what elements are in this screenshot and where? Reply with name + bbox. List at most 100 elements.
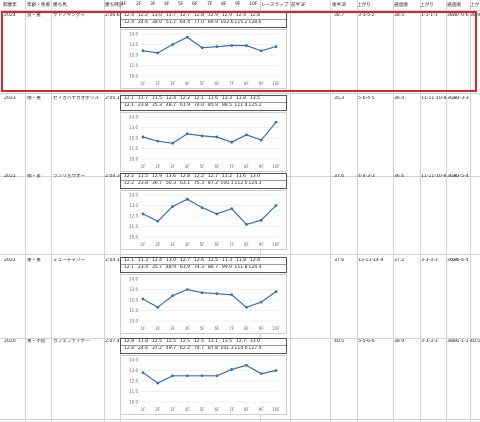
lap-value[interactable]: 13.5 — [221, 339, 233, 344]
last-3f[interactable]: 40.5 — [470, 339, 480, 344]
last-3f[interactable]: 38.5 — [394, 13, 405, 18]
lap-value[interactable]: 13.0 — [249, 339, 261, 344]
lap-value[interactable]: 11.8 — [235, 258, 247, 263]
lap-value[interactable]: 12.6 — [193, 258, 205, 263]
passing-order[interactable]: 3-3-3-3 — [452, 96, 469, 101]
cumulative-time[interactable]: 89.9 — [207, 20, 219, 25]
header-cell[interactable]: 10F — [249, 2, 258, 7]
lap-value[interactable]: 12.1 — [123, 96, 135, 101]
cumulative-time[interactable]: 49.7 — [165, 346, 177, 351]
race-lap[interactable]: 38.7 — [334, 13, 345, 18]
last-3f[interactable]: 38.8 — [447, 13, 458, 18]
last-3f[interactable]: 36.4 — [394, 96, 405, 101]
year-cell[interactable]: 2020 — [4, 339, 16, 344]
lap-value[interactable]: 13.0 — [165, 258, 177, 263]
lap-value[interactable]: 12.9 — [207, 13, 219, 18]
cumulative-time[interactable]: 111.4 — [234, 103, 248, 108]
header-cell[interactable]: 1F — [121, 2, 127, 7]
lap-value[interactable]: 12.7 — [179, 258, 191, 263]
last-3f[interactable]: 38.9 — [394, 339, 405, 344]
lap-value[interactable]: 12.4 — [123, 13, 135, 18]
header-cell[interactable]: レースラップ — [261, 3, 289, 8]
lap-value[interactable]: 12.4 — [235, 13, 247, 18]
cumulative-time[interactable]: 23.8 — [137, 103, 149, 108]
cumulative-time[interactable]: 99.0 — [221, 265, 233, 270]
header-cell[interactable]: 6F — [192, 2, 198, 7]
lap-value[interactable]: 12.5 — [207, 258, 219, 263]
passing-order[interactable]: 3-3-3-3 — [421, 339, 438, 344]
cumulative-time[interactable]: 12.2 — [123, 181, 135, 186]
cumulative-time[interactable]: 111.8 — [234, 265, 248, 270]
lap-value[interactable]: 11.6 — [207, 96, 219, 101]
lap-value[interactable]: 12.8 — [123, 339, 135, 344]
lap-value[interactable]: 13.1 — [207, 339, 219, 344]
horse-name[interactable]: ランリョウオー — [53, 174, 86, 179]
header-cell[interactable]: 上がり — [357, 3, 371, 8]
lap-value[interactable]: 13.7 — [165, 13, 177, 18]
cumulative-time[interactable]: 38.0 — [151, 20, 163, 25]
win-time[interactable]: 2:06.6 — [105, 13, 120, 18]
lap-value[interactable]: 12.3 — [221, 96, 233, 101]
cumulative-time[interactable]: 77.0 — [193, 20, 205, 25]
passing-order[interactable]: 1-1-1-1 — [452, 339, 469, 344]
cumulative-time[interactable]: 23.4 — [137, 265, 149, 270]
lap-value[interactable]: 12.8 — [179, 174, 191, 179]
lap-value[interactable]: 12.5 — [193, 339, 205, 344]
header-cell[interactable]: 開催年 — [3, 3, 17, 8]
header-cell[interactable]: 年齢・馬場 — [27, 3, 50, 8]
passing-order[interactable]: 5-5-6-6 — [358, 339, 375, 344]
cumulative-time[interactable]: 74.7 — [193, 346, 205, 351]
lap-value[interactable]: 11.3 — [221, 258, 233, 263]
cumulative-time[interactable]: 75.3 — [193, 181, 205, 186]
track-cell[interactable]: 重・重 — [27, 258, 41, 263]
cumulative-time[interactable]: 12.4 — [123, 20, 135, 25]
cumulative-time[interactable]: 37.2 — [151, 346, 163, 351]
cumulative-time[interactable]: 61.9 — [179, 265, 191, 270]
cumulative-time[interactable]: 63.1 — [179, 181, 191, 186]
passing-order[interactable]: 1-1-1-1 — [421, 13, 438, 18]
cumulative-time[interactable]: 62.2 — [179, 346, 191, 351]
lap-value[interactable]: 12.1 — [123, 258, 135, 263]
header-cell[interactable]: 勝ち馬 — [53, 3, 67, 8]
lap-value[interactable]: 11.8 — [137, 339, 149, 344]
last-3f[interactable]: 37.2 — [394, 258, 405, 263]
passing-order[interactable]: 11-11-10-8 — [421, 96, 447, 101]
passing-order[interactable]: 3-3-5-4 — [452, 174, 469, 179]
cumulative-time[interactable]: 48.9 — [165, 265, 177, 270]
header-cell[interactable]: 上がり — [470, 3, 480, 8]
cumulative-time[interactable]: 61.9 — [179, 103, 191, 108]
lap-value[interactable]: 12.9 — [151, 174, 163, 179]
race-lap[interactable]: 37.6 — [334, 174, 345, 179]
race-lap[interactable]: 35.3 — [334, 96, 345, 101]
lap-value[interactable]: 11.5 — [151, 96, 163, 101]
header-cell[interactable]: 2F — [136, 2, 142, 7]
cumulative-time[interactable]: 35.3 — [151, 103, 163, 108]
year-cell[interactable]: 2022 — [4, 174, 16, 179]
cumulative-time[interactable]: 12.1 — [123, 265, 135, 270]
year-cell[interactable]: 2024 — [4, 13, 16, 18]
cumulative-time[interactable]: 114.0 — [234, 346, 248, 351]
cumulative-time[interactable]: 87.2 — [207, 181, 219, 186]
cumulative-time[interactable]: 23.8 — [137, 181, 149, 186]
lap-value[interactable]: 11.2 — [221, 174, 233, 179]
lap-value[interactable]: 12.5 — [179, 339, 191, 344]
last-3f[interactable]: 38.9 — [470, 13, 480, 18]
cumulative-time[interactable]: 112.0 — [234, 181, 248, 186]
track-cell[interactable]: 稍・良 — [27, 174, 41, 179]
win-time[interactable]: 2:04.3 — [105, 258, 120, 263]
header-cell[interactable]: 通過順 — [447, 3, 461, 8]
win-time[interactable]: 2:07.4 — [105, 339, 120, 344]
header-cell[interactable]: 8F — [221, 2, 227, 7]
race-lap[interactable]: 37.6 — [334, 258, 345, 263]
horse-name[interactable]: セイカハヤカオボリス — [53, 96, 99, 101]
lap-value[interactable]: 12.8 — [193, 13, 205, 18]
lap-value[interactable]: 12.2 — [137, 13, 149, 18]
cumulative-time[interactable]: 48.7 — [165, 103, 177, 108]
lap-value[interactable]: 12.8 — [249, 13, 261, 18]
horse-name[interactable]: カフェファイヤー — [53, 339, 90, 344]
lap-value[interactable]: 12.4 — [151, 258, 163, 263]
cumulative-time[interactable]: 35.7 — [151, 265, 163, 270]
last-3f[interactable]: 36.8 — [447, 258, 458, 263]
lap-value[interactable]: 12.5 — [165, 339, 177, 344]
header-cell[interactable]: 通過順 — [394, 3, 408, 8]
